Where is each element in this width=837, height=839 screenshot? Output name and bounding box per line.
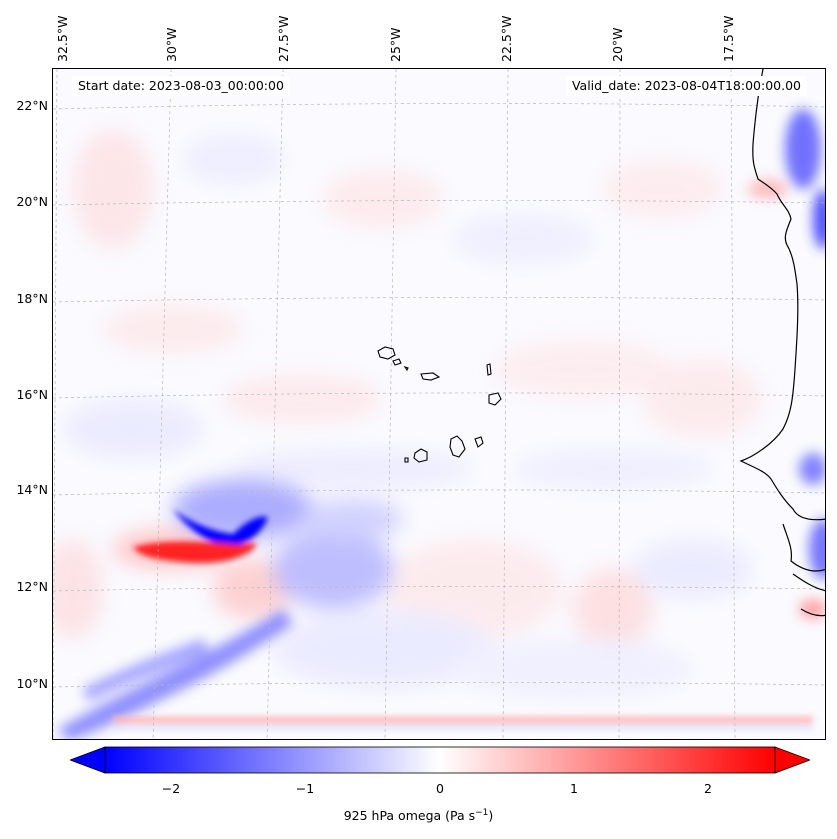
cape-verde-islands <box>377 346 502 463</box>
longitude-label-22-5w: 22.5°W <box>499 15 514 62</box>
colorbar-label: 925 hPa omega (Pa s−1) <box>0 808 837 823</box>
colorbar-tick-minus-2: −2 <box>161 781 181 796</box>
weak-anomalies <box>53 129 763 699</box>
latitude-label-20n: 20°N <box>16 194 48 209</box>
longitude-label-20w: 20°W <box>610 27 625 62</box>
disturbance-core <box>133 509 268 563</box>
latitude-label-18n: 18°N <box>16 291 48 306</box>
longitude-label-17-5w: 17.5°W <box>721 15 736 62</box>
southern-boundary-band <box>113 716 813 730</box>
coastline <box>739 69 825 617</box>
valid-date-label: Valid_date: 2023-08-04T18:00:00.00 <box>565 76 807 96</box>
colorbar-body <box>104 746 776 774</box>
longitude-label-32-5w: 32.5°W <box>55 15 70 62</box>
colorbar-label-exponent: −1 <box>475 808 489 818</box>
latitude-label-22n: 22°N <box>16 98 48 113</box>
latitude-label-14n: 14°N <box>16 482 48 497</box>
colorbar-label-suffix: ) <box>488 808 494 824</box>
colorbar-tick-1: 1 <box>570 781 578 796</box>
latitude-label-16n: 16°N <box>16 387 48 402</box>
start-date-label: Start date: 2023-08-03_00:00:00 <box>72 76 290 96</box>
colorbar-tick-0: 0 <box>436 781 444 796</box>
colorbar-tick-2: 2 <box>704 781 712 796</box>
longitude-label-27-5w: 27.5°W <box>276 15 291 62</box>
coastal-ascent <box>785 109 825 579</box>
latitude-label-10n: 10°N <box>16 676 48 691</box>
graticule <box>53 69 825 739</box>
disturbance-ascent-halo <box>173 479 403 609</box>
longitude-label-30w: 30°W <box>164 27 179 62</box>
colorbar-label-prefix: 925 hPa omega (Pa s <box>343 808 476 824</box>
latitude-label-12n: 12°N <box>16 579 48 594</box>
coastal-descent <box>748 179 825 619</box>
colorbar-tick-minus-1: −1 <box>295 781 315 796</box>
colorbar-left-extension <box>70 746 106 774</box>
colorbar <box>70 746 810 774</box>
map-panel <box>52 68 826 740</box>
omega-field-map <box>53 69 825 739</box>
colorbar-right-extension <box>774 746 810 774</box>
longitude-label-25w: 25°W <box>388 27 403 62</box>
